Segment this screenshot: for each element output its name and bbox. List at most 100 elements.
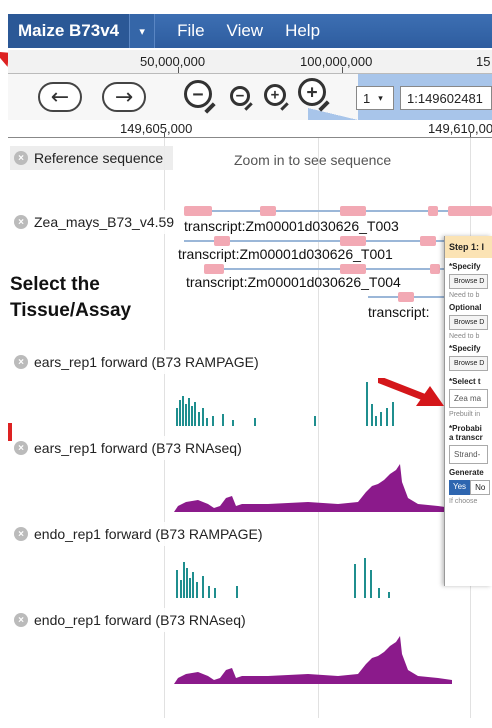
dialog-label: a transcr — [449, 433, 483, 442]
signal-bar — [202, 408, 204, 426]
signal-bar — [189, 578, 191, 598]
transcript-label[interactable]: transcript:Zm00001d030626_T003 — [184, 218, 399, 234]
close-track-icon[interactable]: × — [14, 355, 28, 369]
generate-toggle[interactable]: Yes No — [449, 480, 491, 495]
no-option[interactable]: No — [470, 480, 491, 495]
dialog-label: Generate — [449, 468, 484, 477]
overview-label: 15 — [476, 54, 491, 69]
track-label-text: ears_rep1 forward (B73 RNAseq) — [34, 440, 242, 456]
ruler-label: 149,605,000 — [120, 121, 193, 136]
zoom-in-small-button[interactable]: + — [264, 84, 289, 111]
annotation-marker — [8, 423, 12, 441]
signal-plot — [176, 558, 390, 598]
chevron-down-icon: ▾ — [378, 92, 383, 103]
annotation-line: Select the — [10, 274, 100, 295]
track-label-signal[interactable]: × ears_rep1 forward (B73 RAMPAGE) — [10, 350, 269, 374]
zoom-out-big-button[interactable]: − — [184, 80, 216, 114]
transcript-label[interactable]: transcript:Zm00001d030626_T004 — [186, 274, 401, 290]
signal-bar — [370, 570, 372, 598]
transcript-feature[interactable] — [368, 292, 492, 302]
overview-label: 100,000,000 — [300, 54, 373, 69]
close-track-icon[interactable]: × — [14, 151, 28, 165]
zoom-out-big-icon: − — [184, 80, 212, 108]
signal-bar — [314, 416, 316, 426]
chromosome-value: 1 — [363, 90, 371, 106]
genome-selector-label[interactable]: Maize B73v4 — [8, 14, 130, 48]
genome-dropdown-icon[interactable]: ▾ — [129, 14, 156, 48]
browse-button-1[interactable]: Browse D — [449, 274, 488, 289]
signal-plot — [176, 382, 394, 426]
zoom-out-small-button[interactable]: − — [230, 86, 253, 111]
dialog-header: Step 1: I — [445, 236, 492, 258]
dialog-label: *Select t — [449, 377, 481, 386]
track-area[interactable]: × Reference sequence Zoom in to see sequ… — [8, 138, 492, 718]
transcript-feature[interactable] — [184, 206, 492, 216]
menu-file[interactable]: File — [177, 21, 205, 40]
yes-option[interactable]: Yes — [449, 480, 471, 495]
signal-bar — [198, 412, 200, 426]
signal-bar — [180, 580, 182, 598]
signal-bar — [191, 406, 193, 426]
transcript-label[interactable]: transcript:Zm00001d030626_T001 — [178, 246, 393, 262]
track-label-signal[interactable]: × endo_rep1 forward (B73 RNAseq) — [10, 608, 256, 632]
red-arrow-icon — [378, 378, 444, 406]
menu-help[interactable]: Help — [285, 21, 321, 40]
dialog-note: Need to b — [449, 292, 480, 299]
signal-bar — [371, 404, 373, 426]
signal-bar — [378, 588, 380, 598]
signal-bar — [212, 416, 214, 426]
browse-button-2[interactable]: Browse D — [449, 315, 488, 330]
close-track-icon[interactable]: × — [14, 441, 28, 455]
signal-plot — [174, 636, 452, 684]
annotation-line: Tissue/Assay — [10, 300, 132, 321]
arrow-left-icon: ← — [50, 84, 70, 110]
zoom-in-big-button[interactable]: + — [298, 78, 330, 112]
strand-select[interactable]: Strand- — [449, 445, 488, 464]
track-label-signal[interactable]: × ears_rep1 forward (B73 RNAseq) — [10, 436, 252, 460]
tissue-select[interactable]: Zea ma — [449, 389, 488, 408]
track-label-reference[interactable]: × Reference sequence — [10, 146, 174, 170]
overview-tick — [178, 67, 179, 73]
dialog-label: *Specify — [449, 262, 481, 271]
track-label-signal[interactable]: × endo_rep1 forward (B73 RAMPAGE) — [10, 522, 273, 546]
menu-view[interactable]: View — [226, 21, 264, 40]
pan-right-button[interactable]: → — [102, 82, 146, 112]
dialog-label: *Specify — [449, 344, 481, 353]
close-track-icon[interactable]: × — [14, 527, 28, 541]
ruler-tick — [164, 132, 165, 137]
signal-bar — [176, 408, 178, 426]
close-track-icon[interactable]: × — [14, 613, 28, 627]
browse-button-3[interactable]: Browse D — [449, 356, 488, 371]
zoom-out-small-icon: − — [230, 86, 250, 106]
signal-bar — [208, 586, 210, 598]
transcript-feature[interactable] — [204, 264, 492, 274]
dialog-note: If choose — [449, 498, 478, 505]
signal-bar — [192, 572, 194, 598]
track-label-text: Reference sequence — [34, 150, 164, 166]
signal-bar — [188, 398, 190, 426]
signal-bar — [179, 400, 181, 426]
close-track-icon[interactable]: × — [14, 215, 28, 229]
chromosome-select[interactable]: 1 ▾ — [356, 86, 394, 110]
grid-line — [164, 138, 165, 718]
instruction-annotation: Select the Tissue/Assay — [10, 272, 131, 324]
signal-bar — [375, 416, 377, 426]
signal-bar — [214, 588, 216, 598]
track-label-genes[interactable]: × Zea_mays_B73_v4.59 — [10, 210, 185, 234]
signal-bar — [254, 418, 256, 426]
transcript-feature[interactable] — [184, 236, 492, 246]
coverage-area — [174, 636, 452, 684]
location-input[interactable]: 1:149602481 — [400, 86, 492, 110]
menu-bar: Maize B73v4 ▾ File View Help — [8, 14, 492, 48]
signal-bar — [206, 418, 208, 426]
signal-bar — [202, 576, 204, 598]
transcript-label[interactable]: transcript: — [368, 304, 430, 320]
pan-left-button[interactable]: ← — [38, 82, 82, 112]
signal-bar — [185, 404, 187, 426]
dialog-note: Need to b — [449, 333, 480, 340]
navigation-bar: ← → − − + + 1 ▾ 1:149602481 — [8, 74, 492, 120]
signal-bar — [186, 568, 188, 598]
coverage-area — [174, 464, 452, 512]
overview-ruler[interactable]: 50,000,000 100,000,000 15 — [8, 50, 492, 74]
pipeline-dialog[interactable]: Step 1: I *Specify Browse D Need to b Op… — [444, 236, 492, 586]
